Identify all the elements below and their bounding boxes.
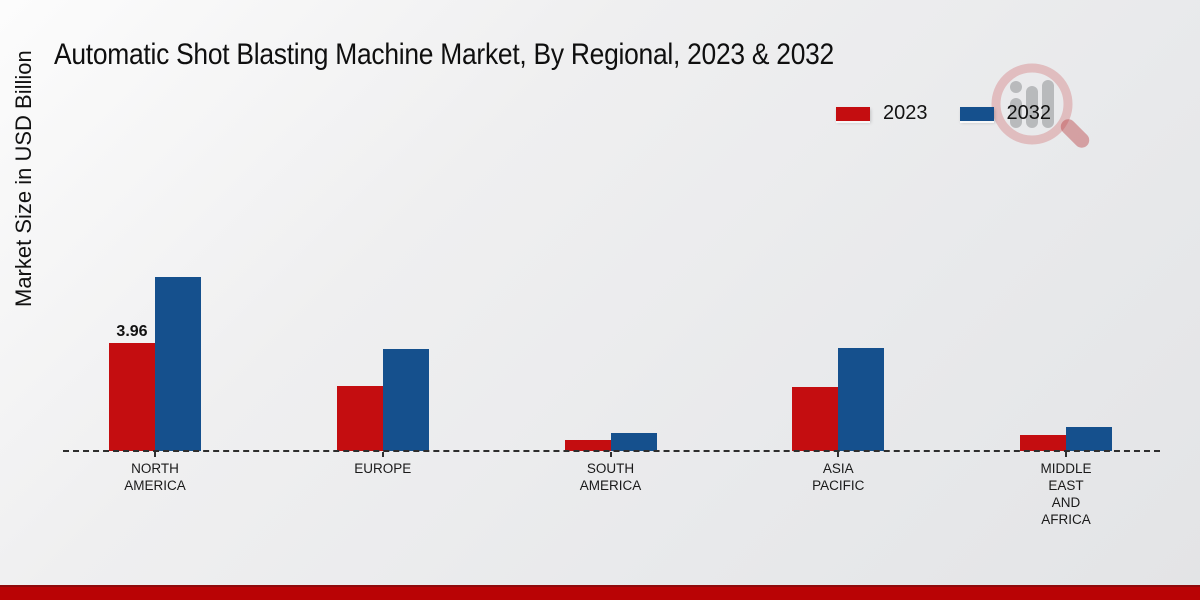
data-label-2023: 3.96 (116, 323, 148, 340)
bar-2023-middle-east-and-africa[interactable] (1020, 435, 1066, 451)
category-label-south-america: SOUTH AMERICA (579, 461, 642, 493)
bar-2023-europe[interactable] (336, 386, 383, 451)
bar-2032-middle-east-and-africa[interactable] (1066, 427, 1112, 451)
legend-label: 2032 (1006, 102, 1052, 124)
chart-title: Automatic Shot Blasting Machine Market, … (54, 38, 834, 71)
footer-accent-strip (0, 585, 1200, 600)
x-axis-tick (609, 452, 612, 457)
brand-logo-watermark (991, 63, 1090, 148)
bar-2023-south-america[interactable] (564, 440, 611, 451)
legend-item-2032[interactable]: 2032 (959, 102, 1052, 125)
legend-swatch-2032 (959, 106, 994, 121)
x-axis-tick (837, 452, 840, 457)
legend-label: 2023 (883, 102, 928, 124)
bar-2032-asia-pacific[interactable] (838, 348, 885, 451)
category-label-asia-pacific: ASIA PACIFIC (812, 461, 865, 493)
category-label-north-america: NORTH AMERICA (124, 461, 186, 493)
x-axis-tick (154, 452, 156, 457)
x-axis-baseline (63, 450, 1160, 452)
category-label-middle-east-and-africa: MIDDLE EAST AND AFRICA (1040, 461, 1092, 527)
x-axis-tick (1065, 452, 1067, 457)
legend-item-2023[interactable]: 2023 (836, 102, 928, 125)
legend-swatch-2023 (836, 106, 870, 121)
bar-2032-south-america[interactable] (610, 433, 657, 451)
category-label-europe: EUROPE (354, 461, 412, 476)
bar-2023-north-america[interactable] (109, 343, 155, 451)
legend: 2023 2032 (836, 102, 1051, 125)
bar-2023-asia-pacific[interactable] (792, 387, 839, 451)
bar-2032-north-america[interactable] (155, 277, 201, 451)
x-axis-tick (381, 452, 384, 457)
bar-2032-europe[interactable] (382, 349, 429, 451)
